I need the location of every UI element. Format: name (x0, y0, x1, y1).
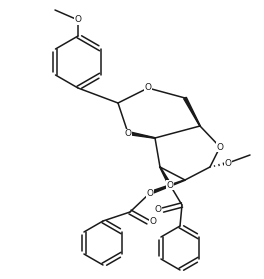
Polygon shape (184, 97, 200, 126)
Text: O: O (167, 181, 173, 189)
Polygon shape (149, 180, 185, 194)
Text: O: O (147, 189, 153, 198)
Text: O: O (144, 83, 152, 93)
Text: O: O (224, 158, 232, 167)
Text: O: O (154, 206, 162, 215)
Polygon shape (160, 167, 171, 186)
Text: O: O (149, 218, 157, 227)
Text: O: O (125, 129, 131, 138)
Text: O: O (74, 16, 82, 25)
Polygon shape (128, 131, 155, 138)
Text: O: O (216, 143, 224, 151)
